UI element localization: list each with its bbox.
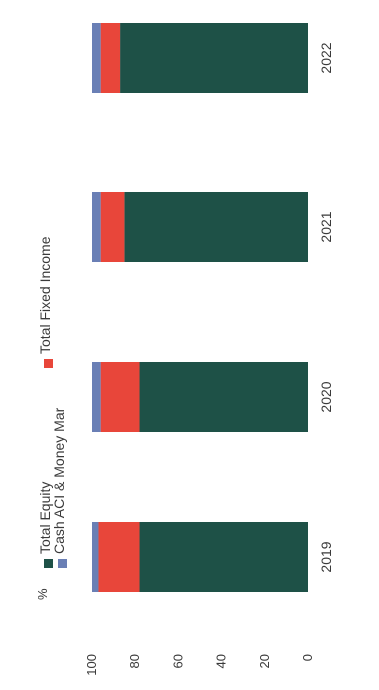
category-label-2020: 2020 [318,381,334,412]
y-tick-label-80: 80 [127,654,142,668]
bar-segment-total-fixed-income-2019 [98,522,140,592]
legend-label-total-fixed-income: Total Fixed Income [37,236,53,354]
legend-label-total-equity: Total Equity [37,482,53,554]
y-tick-label-0: 0 [300,654,315,661]
legend-swatch-total-equity [44,559,53,568]
bar-segment-total-fixed-income-2022 [100,23,121,93]
legend-swatch-cash-aci-money-mar [58,559,67,568]
y-tick-label-20: 20 [257,654,272,668]
bar-segment-cash-aci-money-mar-2022 [92,23,101,93]
bar-segment-total-equity-2019 [139,522,308,592]
category-label-2022: 2022 [318,42,334,73]
bar-segment-total-fixed-income-2020 [100,362,140,432]
y-tick-label-100: 100 [84,654,99,676]
legend-swatch-total-fixed-income [44,359,53,368]
legend-label-cash-aci-money-mar: Cash ACI & Money Mar [51,407,67,554]
category-labels: 2019 2020 2021 2022 [318,42,334,572]
bar-segment-cash-aci-money-mar-2019 [92,522,99,592]
bar-segment-cash-aci-money-mar-2021 [92,192,101,262]
y-tick-label-40: 40 [214,654,229,668]
bar-segment-total-equity-2021 [124,192,309,262]
y-axis-ticks: 100 80 60 40 20 0 [84,654,315,676]
chart-inner: 2019 2020 2021 2022 100 80 60 40 20 0 % Total Eq… [35,23,334,676]
category-label-2021: 2021 [318,211,334,242]
category-label-2019: 2019 [318,541,334,572]
bar-segment-total-equity-2020 [139,362,308,432]
y-axis-unit-label: % [35,588,50,600]
bar-segment-total-fixed-income-2021 [100,192,125,262]
bars-layer [92,23,309,592]
y-tick-label-60: 60 [170,654,185,668]
bar-segment-cash-aci-money-mar-2020 [92,362,101,432]
bar-segment-total-equity-2022 [120,23,308,93]
